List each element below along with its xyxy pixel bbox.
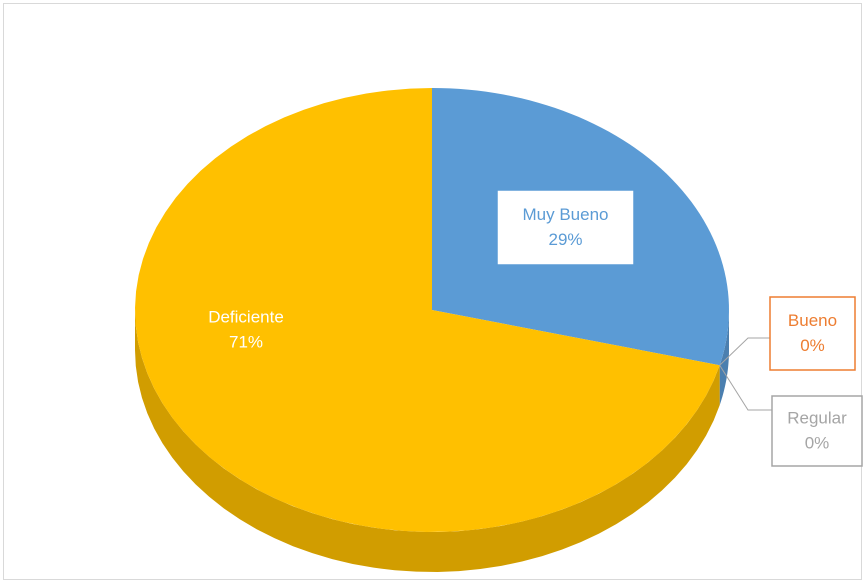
leader-line xyxy=(719,364,772,411)
data-label-box xyxy=(181,293,311,367)
data-label: Muy Bueno 29% xyxy=(496,189,635,266)
data-label-name: Deficiente xyxy=(208,307,284,326)
slice-side xyxy=(719,310,729,406)
data-label-name: Muy Bueno xyxy=(523,205,609,224)
data-label-box xyxy=(771,395,863,467)
slice-side xyxy=(135,310,720,572)
data-label: Bueno 0% xyxy=(769,296,856,371)
data-label: Regular 0% xyxy=(771,395,863,467)
data-label-box xyxy=(496,189,635,266)
data-label-value: 0% xyxy=(800,336,825,355)
data-label: Deficiente 71% xyxy=(181,293,311,367)
data-label-name: Regular xyxy=(787,408,847,427)
data-label-name: Bueno xyxy=(788,311,837,330)
data-label-value: 71% xyxy=(229,332,263,351)
leader-line xyxy=(719,337,770,366)
data-label-box xyxy=(769,296,856,371)
slice xyxy=(135,88,720,532)
data-label-value: 0% xyxy=(805,433,830,452)
data-label-value: 29% xyxy=(548,230,582,249)
